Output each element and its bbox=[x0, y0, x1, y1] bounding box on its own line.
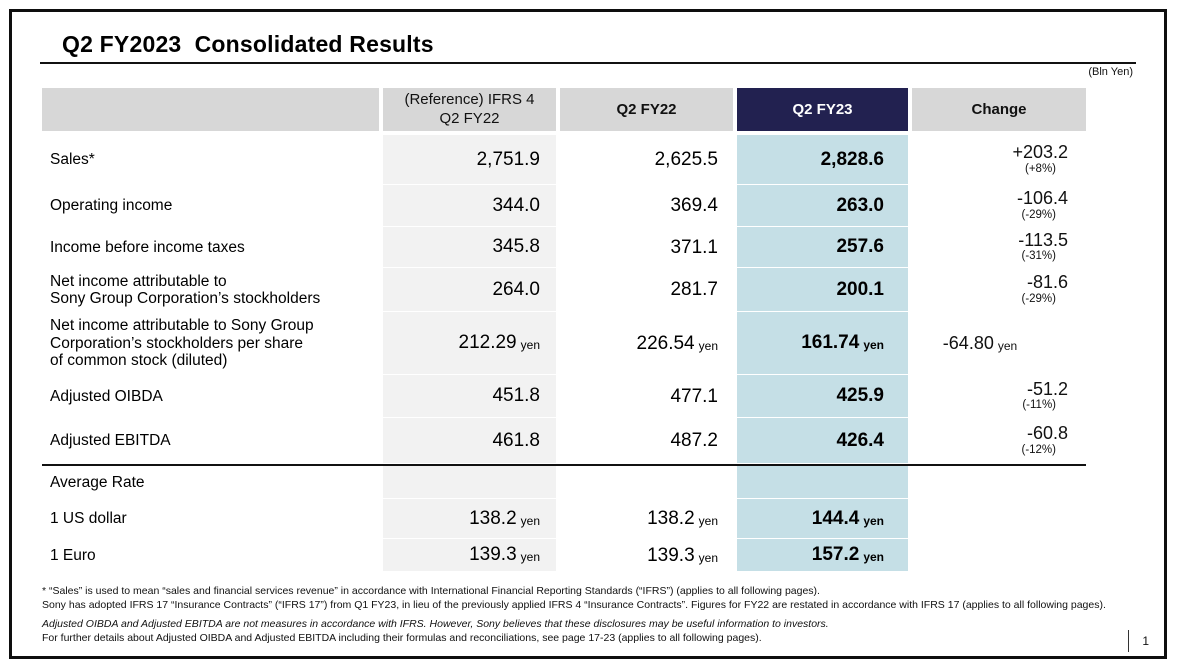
table-row-average-rate: Average Rate bbox=[42, 466, 1086, 499]
row-label: Income before income taxes bbox=[50, 238, 245, 256]
footnote-ifrs17: Sony has adopted IFRS 17 “Insurance Cont… bbox=[42, 599, 1106, 612]
table-header-row: (Reference) IFRS 4 Q2 FY22 Q2 FY22 Q2 FY… bbox=[42, 88, 1086, 131]
table-row-sales: Sales* 2,751.9 2,625.5 2,828.6 +203.2 (+8… bbox=[42, 135, 1086, 185]
cell-reference-value: 264.0 bbox=[383, 268, 556, 312]
cell-fy23-value: 157.2 yen bbox=[737, 539, 908, 572]
row-label: Net income attributable to Sony Group Co… bbox=[50, 317, 314, 370]
cell-reference-empty bbox=[383, 466, 556, 499]
cell-change-value: +203.2 (+8%) bbox=[1012, 142, 1068, 175]
row-label: Sales* bbox=[50, 151, 95, 169]
cell-fy22-value: 477.1 bbox=[670, 385, 718, 407]
header-change: Change bbox=[912, 88, 1086, 131]
cell-reference-value: 345.8 bbox=[383, 227, 556, 268]
cell-fy22-value: 281.7 bbox=[670, 279, 718, 300]
cell-reference-value: 344.0 bbox=[383, 185, 556, 227]
cell-reference-value: 138.2 yen bbox=[383, 499, 556, 539]
row-label: Net income attributable to Sony Group Co… bbox=[50, 272, 321, 307]
header-q2fy23: Q2 FY23 bbox=[737, 88, 908, 131]
table-row-us-dollar: 1 US dollar 138.2 yen 138.2 yen 144.4 yen bbox=[42, 499, 1086, 539]
cell-change-empty bbox=[912, 539, 1086, 572]
cell-change-empty bbox=[912, 466, 1086, 499]
footnote-reconciliation-reference: For further details about Adjusted OIBDA… bbox=[42, 632, 762, 645]
cell-fy22-value: 371.1 bbox=[670, 236, 718, 258]
cell-fy22-value: 138.2 yen bbox=[647, 508, 718, 529]
title-underline bbox=[40, 62, 1136, 64]
page-number-divider bbox=[1128, 630, 1130, 652]
cell-reference-value: 2,751.9 bbox=[383, 135, 556, 185]
cell-change-value: -51.2 (-11%) bbox=[1022, 378, 1068, 412]
cell-reference-value: 139.3 yen bbox=[383, 539, 556, 572]
cell-fy22-empty bbox=[560, 466, 733, 499]
cell-fy23-value: 263.0 bbox=[737, 185, 908, 227]
cell-fy23-value: 2,828.6 bbox=[737, 135, 908, 185]
table-row-adjusted-ebitda: Adjusted EBITDA 461.8 487.2 426.4 -60.8(… bbox=[42, 418, 1086, 464]
table-row-net-income: Net income attributable to Sony Group Co… bbox=[42, 268, 1086, 312]
table-section-average-rate: Average Rate 1 US dollar 138.2 yen 138.2 y… bbox=[42, 464, 1086, 572]
row-label: Average Rate bbox=[50, 473, 145, 491]
row-label: Operating income bbox=[50, 197, 173, 215]
slide-border bbox=[9, 9, 1167, 659]
header-empty bbox=[42, 88, 379, 131]
cell-change-value: -113.5 (-31%) bbox=[1018, 229, 1068, 263]
footnotes: * “Sales” is used to mean “sales and fin… bbox=[42, 584, 1142, 645]
cell-change-empty bbox=[912, 499, 1086, 539]
table-row-operating-income: Operating income 344.0 369.4 263.0 -106.… bbox=[42, 185, 1086, 227]
table-body-main: Sales* 2,751.9 2,625.5 2,828.6 +203.2 (+8… bbox=[42, 135, 1086, 464]
cell-fy23-empty bbox=[737, 466, 908, 499]
row-label: Adjusted OIBDA bbox=[50, 387, 163, 405]
footnote-sales-definition: * “Sales” is used to mean “sales and fin… bbox=[42, 585, 820, 597]
cell-fy22-value: 2,625.5 bbox=[654, 149, 718, 170]
page-number-value: 1 bbox=[1142, 634, 1149, 648]
consolidated-results-table: (Reference) IFRS 4 Q2 FY22 Q2 FY22 Q2 FY… bbox=[42, 88, 1086, 572]
cell-change-value: -106.4 (-29%) bbox=[1016, 188, 1068, 221]
cell-fy23-value: 161.74 yen bbox=[737, 312, 908, 375]
cell-change-value: -81.6 (-29%) bbox=[1021, 272, 1068, 305]
cell-fy23-value: 426.4 bbox=[737, 418, 908, 464]
cell-fy23-value: 425.9 bbox=[737, 375, 908, 418]
cell-reference-value: 451.8 bbox=[383, 375, 556, 418]
cell-fy23-value: 200.1 bbox=[737, 268, 908, 312]
footnote-non-ifrs-measures: Adjusted OIBDA and Adjusted EBITDA are n… bbox=[42, 618, 829, 631]
cell-fy23-value: 257.6 bbox=[737, 227, 908, 268]
cell-fy22-value: 487.2 bbox=[670, 430, 718, 451]
table-row-income-before-taxes: Income before income taxes 345.8 371.1 2… bbox=[42, 227, 1086, 268]
table-row-euro: 1 Euro 139.3 yen 139.3 yen 157.2 yen bbox=[42, 539, 1086, 572]
page-title: Q2 FY2023 Consolidated Results bbox=[62, 31, 434, 57]
cell-fy22-value: 139.3 yen bbox=[647, 544, 718, 566]
unit-note: (Bln Yen) bbox=[1088, 66, 1133, 78]
cell-fy22-value: 369.4 bbox=[670, 195, 718, 216]
row-label: Adjusted EBITDA bbox=[50, 432, 171, 450]
header-reference-ifrs4: (Reference) IFRS 4 Q2 FY22 bbox=[383, 88, 556, 131]
row-label: 1 Euro bbox=[50, 546, 96, 564]
cell-change-value: -60.8 (-12%) bbox=[1021, 423, 1068, 456]
row-label: 1 US dollar bbox=[50, 510, 127, 528]
table-row-net-income-per-share: Net income attributable to Sony Group Co… bbox=[42, 312, 1086, 375]
cell-change-value: -64.80 yen bbox=[942, 332, 1018, 353]
cell-fy23-value: 144.4 yen bbox=[737, 499, 908, 539]
table-row-adjusted-oibda: Adjusted OIBDA 451.8 477.1 425.9 -51.2 (-… bbox=[42, 375, 1086, 418]
page-number: 1 bbox=[1128, 630, 1149, 652]
cell-reference-value: 461.8 bbox=[383, 418, 556, 464]
cell-reference-value: 212.29 yen bbox=[383, 312, 556, 375]
header-q2fy22: Q2 FY22 bbox=[560, 88, 733, 131]
cell-fy22-value: 226.54 yen bbox=[636, 332, 718, 354]
